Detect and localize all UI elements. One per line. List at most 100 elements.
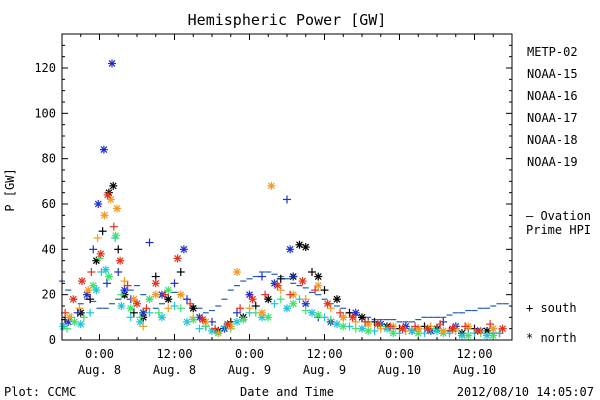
north-marker: [498, 324, 507, 333]
x-tick-date-label: Aug.10: [378, 363, 421, 377]
south-marker: [311, 286, 320, 295]
ovation-legend-label: Prime HPI: [526, 223, 591, 237]
north-marker: [183, 317, 191, 326]
north-marker: [129, 295, 138, 304]
north-marker: [101, 265, 110, 274]
north-marker: [314, 281, 323, 290]
north-marker: [273, 281, 282, 290]
south-marker: [308, 268, 316, 276]
north-marker: [264, 313, 273, 322]
south-marker: [411, 322, 420, 331]
south-marker: [236, 304, 245, 313]
north-marker: [109, 181, 118, 190]
north-marker: [99, 145, 108, 154]
north-marker: [151, 290, 160, 299]
south-marker: [151, 272, 160, 281]
x-tick-date-label: Aug.10: [453, 363, 496, 377]
south-marker: [495, 329, 504, 338]
y-tick-label: 100: [34, 106, 56, 120]
south-marker: [270, 299, 279, 308]
south-marker: [103, 279, 111, 288]
north-marker: [113, 204, 121, 213]
chart-title: Hemispheric Power [GW]: [188, 11, 387, 29]
x-tick-time-label: 0:00: [385, 347, 414, 361]
north-marker: [94, 200, 103, 208]
north-marker: [111, 231, 120, 240]
south-marker: [436, 320, 445, 329]
north-marker: [116, 256, 125, 265]
south-marker: [117, 290, 126, 299]
x-tick-date-label: Aug. 8: [78, 363, 121, 377]
y-tick-label: 0: [49, 333, 56, 347]
north-marker: [301, 243, 310, 252]
south-marker: [63, 324, 71, 333]
north-marker: [136, 317, 145, 326]
south-marker: [286, 290, 295, 299]
south-marker: [145, 308, 154, 317]
north-marker: [473, 326, 482, 335]
north-marker: [106, 195, 115, 204]
x-axis-label: Date and Time: [240, 385, 334, 399]
south-marker: [154, 308, 163, 317]
south-marker: [276, 274, 285, 283]
south-marker: [114, 268, 123, 276]
south-marker: [126, 313, 135, 322]
north-marker: [339, 313, 348, 322]
y-tick-label: 40: [42, 242, 56, 256]
north-marker: [120, 286, 129, 295]
north-marker: [267, 181, 276, 190]
north-marker: [233, 268, 241, 276]
south-marker: [164, 304, 173, 313]
south-marker: [87, 268, 96, 276]
south-marker: [326, 315, 335, 324]
north-marker: [104, 272, 113, 281]
north-marker: [65, 313, 74, 322]
legend-entry: NOAA-17: [527, 111, 578, 125]
x-tick-time-label: 0:00: [85, 347, 114, 361]
north-marker: [489, 331, 498, 340]
x-tick-time-label: 12:00: [156, 347, 192, 361]
south-marker: [79, 313, 88, 322]
north-marker: [59, 322, 68, 331]
ovation-legend-label: — Ovation: [526, 209, 591, 223]
south-marker: [189, 313, 198, 322]
north-marker: [151, 279, 160, 288]
legend: METP-02 NOAA-15 NOAA-16 NOAA-17 NOAA-18 NOAA-…: [526, 45, 591, 345]
north-marker: [314, 272, 323, 281]
y-tick-label: 120: [34, 61, 56, 75]
north-marker: [223, 320, 232, 329]
north-marker: [76, 320, 85, 329]
y-tick-label: 20: [42, 288, 56, 302]
north-marker: [308, 308, 316, 317]
north-marker: [398, 324, 407, 333]
north-marker: [464, 331, 473, 340]
south-marker: [361, 317, 370, 326]
south-marker: [283, 195, 291, 204]
north-marker: [286, 245, 295, 254]
north-marker: [283, 304, 291, 313]
north-marker: [323, 299, 332, 308]
north-marker: [69, 295, 78, 304]
legend-entry: NOAA-18: [527, 133, 578, 147]
north-marker: [423, 324, 432, 333]
marker-legend-entry: * north: [526, 331, 577, 345]
south-marker: [258, 272, 266, 281]
south-marker: [214, 329, 223, 338]
south-marker: [251, 302, 260, 310]
south-marker: [98, 227, 107, 236]
north-marker: [176, 290, 185, 299]
north-marker: [489, 324, 498, 333]
south-marker: [183, 295, 191, 304]
legend-entry: NOAA-15: [527, 67, 578, 81]
x-tick-date-label: Aug. 9: [303, 363, 346, 377]
south-marker: [320, 286, 329, 295]
north-marker: [117, 302, 126, 310]
north-marker: [145, 295, 154, 304]
north-marker: [179, 245, 188, 254]
south-marker: [142, 304, 151, 313]
south-marker: [276, 295, 285, 304]
south-marker: [114, 245, 123, 254]
y-tick-label: 60: [42, 197, 56, 211]
south-marker: [136, 313, 145, 322]
plot-frame: [61, 33, 513, 341]
